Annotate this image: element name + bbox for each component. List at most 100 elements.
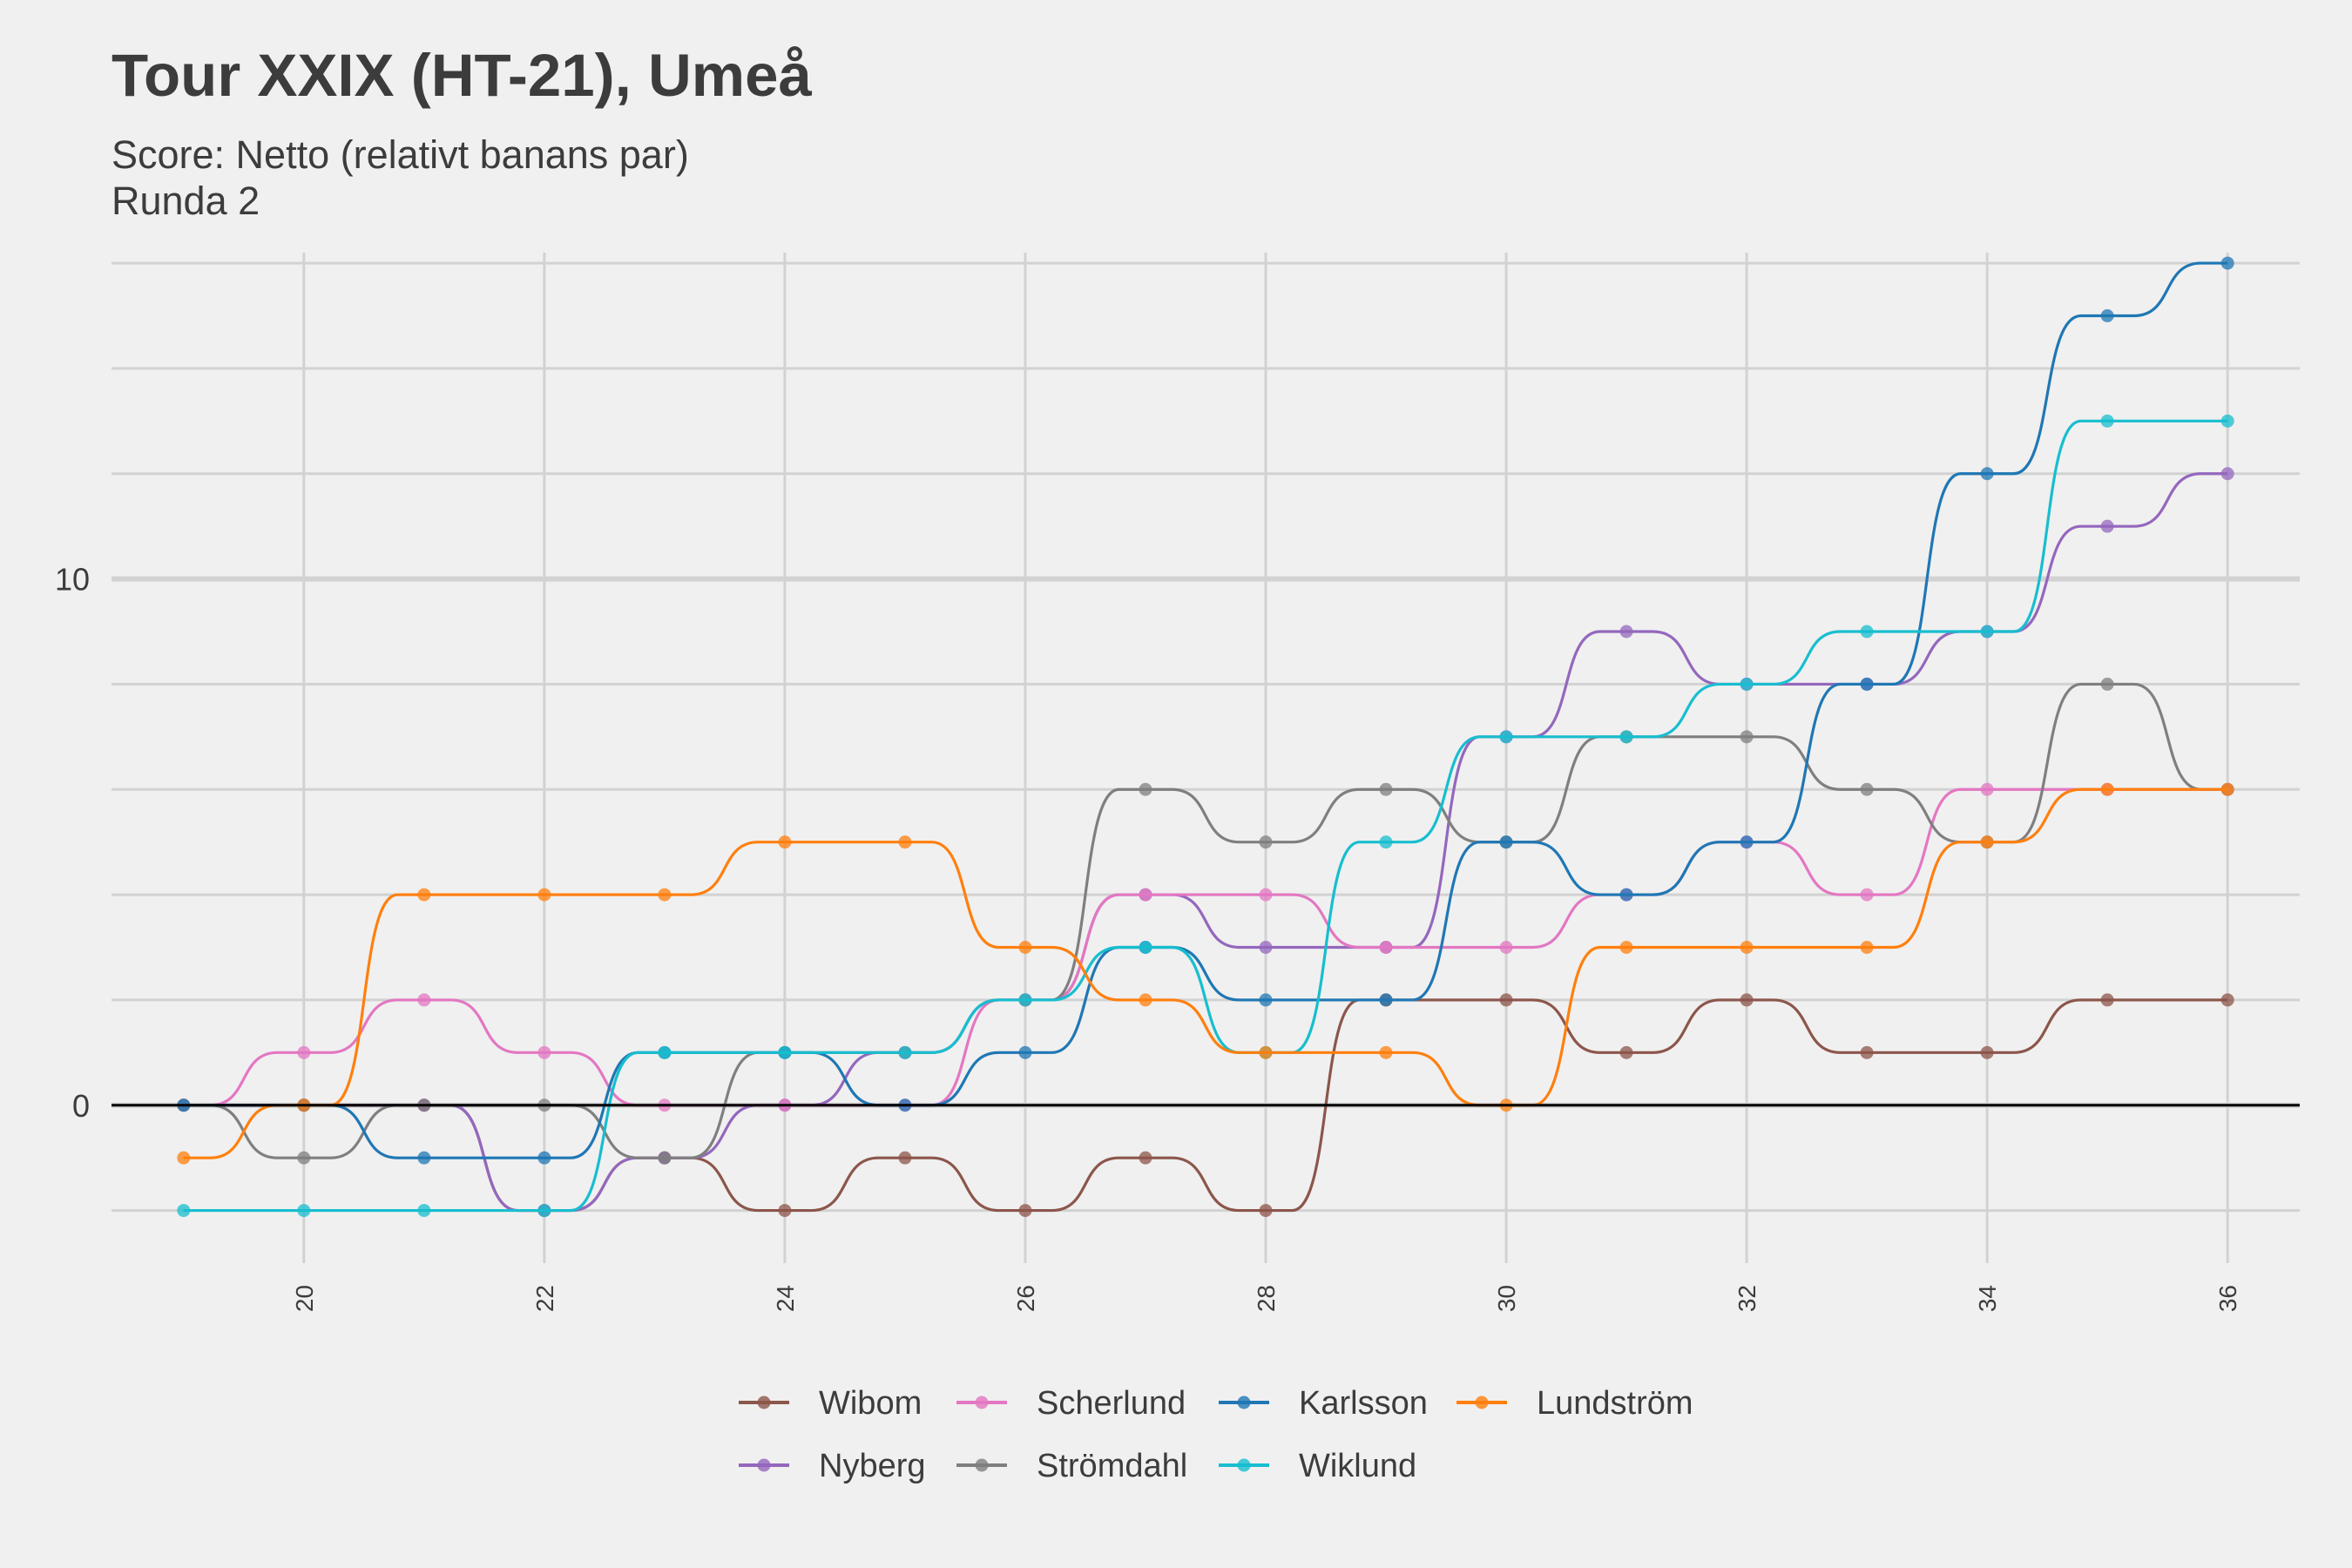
axes: 0 10 20 22 24 26 28 30 32 34 36	[55, 562, 2300, 1312]
legend-label: Wiklund	[1299, 1448, 1416, 1484]
legend-swatch-point	[975, 1458, 989, 1472]
data-point	[2220, 993, 2234, 1007]
data-point	[1860, 1045, 1874, 1059]
data-point	[417, 888, 431, 902]
data-point	[1740, 730, 1754, 744]
data-point	[2100, 677, 2114, 691]
x-tick-label: 24	[772, 1285, 799, 1312]
data-point	[1740, 941, 1754, 954]
data-point	[537, 888, 551, 902]
legend-swatch-point	[1237, 1396, 1251, 1409]
data-point	[297, 1151, 311, 1165]
data-point	[417, 993, 431, 1007]
data-point	[1499, 941, 1513, 954]
data-point	[2100, 309, 2114, 322]
data-point	[1259, 1204, 1273, 1218]
legend-item: Strömdahl	[956, 1448, 1187, 1484]
data-point	[2100, 993, 2114, 1007]
data-point	[177, 1151, 191, 1165]
data-point	[898, 835, 912, 849]
data-point	[778, 835, 792, 849]
data-point	[1860, 888, 1874, 902]
data-point	[2100, 519, 2114, 533]
legend-label: Scherlund	[1037, 1385, 1186, 1422]
legend-label: Strömdahl	[1037, 1448, 1187, 1484]
x-tick-label: 34	[1974, 1285, 2001, 1312]
data-point	[1740, 835, 1754, 849]
legend-item: Scherlund	[956, 1385, 1186, 1422]
data-point	[417, 1151, 431, 1165]
data-point	[1139, 941, 1152, 954]
data-point	[417, 1204, 431, 1218]
legend-swatch-point	[1475, 1396, 1489, 1409]
data-point	[2220, 256, 2234, 270]
legend-item: Lundström	[1456, 1385, 1693, 1422]
data-point	[1018, 993, 1032, 1007]
x-tick-label: 36	[2214, 1285, 2241, 1312]
x-tick-label: 22	[531, 1285, 558, 1312]
legend-swatch-point	[975, 1396, 989, 1409]
series-line	[183, 787, 2228, 1107]
data-point	[2220, 782, 2234, 796]
legend-label: Nyberg	[819, 1448, 926, 1484]
data-point	[1980, 782, 1994, 796]
data-point	[1499, 730, 1513, 744]
data-point	[778, 1204, 792, 1218]
data-point	[1860, 677, 1874, 691]
data-point	[537, 1151, 551, 1165]
data-point	[1499, 993, 1513, 1007]
data-point	[1259, 1045, 1273, 1059]
legend-item: Nyberg	[739, 1448, 926, 1484]
data-point	[1379, 993, 1393, 1007]
data-point	[1860, 625, 1874, 639]
data-point	[2220, 414, 2234, 428]
y-tick-label: 0	[72, 1088, 90, 1124]
legend-item: Wiklund	[1219, 1448, 1416, 1484]
legend-swatch-point	[1237, 1458, 1251, 1472]
data-point	[1619, 730, 1633, 744]
data-point	[1259, 888, 1273, 902]
data-point	[1860, 941, 1874, 954]
chart-subtitle: Score: Netto (relativt banans par)	[112, 132, 689, 177]
data-point	[1379, 782, 1393, 796]
data-point	[1980, 1045, 1994, 1059]
data-point	[2220, 467, 2234, 481]
data-point	[898, 1045, 912, 1059]
data-point	[1860, 782, 1874, 796]
x-tick-label: 20	[291, 1285, 318, 1312]
data-point	[1259, 993, 1273, 1007]
data-point	[1980, 625, 1994, 639]
x-tick-label: 28	[1253, 1285, 1280, 1312]
data-point	[537, 1204, 551, 1218]
chart-title: Tour XXIX (HT-21), Umeå	[112, 42, 813, 109]
data-point	[1018, 1204, 1032, 1218]
data-point	[1379, 1045, 1393, 1059]
legend-swatch-point	[757, 1458, 771, 1472]
data-point	[1259, 941, 1273, 954]
data-point	[1139, 888, 1152, 902]
data-point	[1980, 835, 1994, 849]
legend-item: Karlsson	[1219, 1385, 1428, 1422]
x-tick-label: 26	[1012, 1285, 1039, 1312]
data-point	[658, 1045, 672, 1059]
data-point	[1379, 941, 1393, 954]
data-point	[1740, 993, 1754, 1007]
data-point	[1740, 677, 1754, 691]
chart-subtitle-round: Runda 2	[112, 179, 260, 223]
data-point	[1499, 835, 1513, 849]
data-point	[177, 1204, 191, 1218]
series-lundström	[177, 782, 2234, 1165]
grid	[112, 253, 2300, 1263]
data-point	[297, 1204, 311, 1218]
data-point	[1018, 1045, 1032, 1059]
x-tick-label: 32	[1734, 1285, 1761, 1312]
data-point	[2100, 782, 2114, 796]
data-point	[778, 1045, 792, 1059]
data-point	[1018, 941, 1032, 954]
data-point	[297, 1045, 311, 1059]
data-point	[1619, 1045, 1633, 1059]
data-point	[1139, 782, 1152, 796]
series-line	[183, 787, 2228, 1159]
legend: Wibom Nyberg Scherlund Strömdahl Karlsson Wik…	[739, 1385, 1693, 1484]
